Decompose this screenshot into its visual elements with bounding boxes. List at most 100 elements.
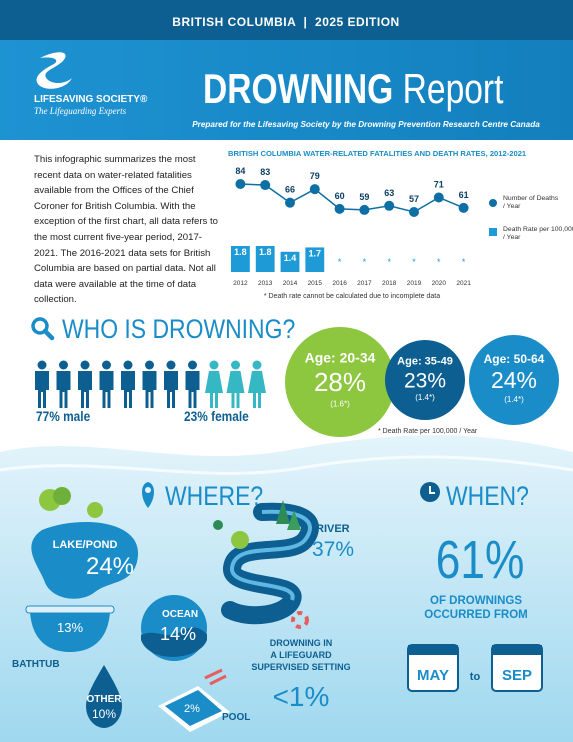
when-line: OF DROWNINGS	[430, 595, 522, 607]
person-head	[37, 360, 47, 370]
age-footnote: * Death Rate per 100,000 / Year	[378, 428, 478, 435]
deaths-point	[334, 203, 345, 214]
person-head	[188, 360, 197, 370]
rate-bar	[230, 246, 250, 272]
rate-label: 1.8	[234, 247, 247, 257]
deaths-line	[240, 183, 464, 213]
person-head	[209, 360, 219, 370]
legend-line: Death Rate per 100,000	[503, 226, 573, 233]
when-percent: 61%	[436, 530, 525, 590]
where-heading: WHERE?	[165, 481, 263, 511]
rate-bar	[280, 251, 300, 272]
age-percent: 23%	[404, 369, 446, 392]
other-percent: 10%	[92, 707, 116, 721]
lifeguard-text: DROWNING IN A LIFEGUARD SUPERVISED SETTING	[251, 638, 350, 672]
deaths-label: 83	[260, 167, 270, 177]
edition: BRITISH COLUMBIA | 2025 EDITION	[172, 15, 399, 29]
rate-label: 1.8	[259, 247, 272, 257]
person-head	[102, 360, 111, 370]
decoration	[291, 611, 309, 629]
age-label: Age: 20-34	[305, 350, 376, 366]
chart-footnote: * Death rate cannot be calculated due to…	[264, 293, 440, 300]
deaths-point	[309, 184, 320, 195]
decoration	[213, 520, 223, 530]
deaths-label: 59	[359, 192, 369, 202]
deaths-point	[384, 200, 395, 211]
decoration	[145, 487, 151, 493]
person-head	[80, 360, 90, 370]
deaths-label: 71	[434, 179, 444, 189]
person-body	[78, 371, 92, 408]
legend-label: Death Rate per 100,000/ Year	[503, 226, 573, 241]
decoration	[141, 627, 207, 657]
person-head	[59, 360, 68, 370]
age-rate: (1.4*)	[504, 395, 524, 404]
missing-rate: *	[363, 257, 367, 267]
rate-label: 1.4	[284, 253, 297, 263]
river-percent: 37%	[312, 538, 354, 561]
decoration	[87, 502, 103, 518]
lake-label: LAKE/POND	[53, 539, 118, 551]
year-label: 2020	[432, 280, 447, 287]
decoration	[287, 510, 301, 530]
month-from: MAY	[417, 667, 449, 684]
deaths-point	[260, 180, 271, 191]
title-bold: DROWNING	[203, 67, 393, 113]
other-label: OTHER	[87, 694, 123, 705]
deaths-label: 84	[235, 166, 245, 176]
person-body	[248, 371, 266, 408]
decoration	[231, 531, 249, 549]
who-heading: WHO IS DROWNING?	[62, 314, 295, 344]
age-rate: (1.6*)	[330, 400, 350, 409]
intro-text: This infographic summarizes the most rec…	[34, 154, 218, 306]
year-label: 2015	[308, 280, 323, 287]
pool-label: POOL	[222, 712, 250, 723]
rate-label: 1.7	[309, 248, 322, 258]
decoration	[276, 500, 290, 524]
decoration	[86, 665, 122, 728]
subtitle: Prepared for the Lifesaving Society by t…	[192, 120, 540, 129]
when-line: OCCURRED FROM	[424, 609, 528, 621]
legend-swatch	[489, 199, 497, 207]
legend-line: / Year	[503, 203, 521, 210]
male-share: 77% male	[36, 408, 90, 424]
year-label: 2019	[407, 280, 422, 287]
person-body	[56, 371, 71, 408]
decoration	[230, 509, 312, 601]
deaths-point	[285, 197, 295, 208]
decoration	[36, 52, 72, 89]
person-body	[226, 371, 245, 408]
person-body	[121, 371, 135, 408]
lifeguard-line: DROWNING IN	[270, 638, 333, 648]
ocean-label: OCEAN	[162, 609, 198, 620]
when-text: OF DROWNINGS OCCURRED FROM	[424, 595, 528, 621]
age-rate: (1.4*)	[415, 393, 435, 402]
decoration	[429, 486, 435, 494]
year-label: 2014	[283, 280, 298, 287]
decoration	[408, 645, 458, 655]
rate-bar	[305, 247, 325, 272]
decoration	[165, 690, 222, 726]
decoration	[285, 327, 395, 437]
year-label: 2017	[357, 280, 372, 287]
deaths-point	[235, 179, 246, 189]
title: DROWNING Report	[203, 67, 504, 113]
person-body	[142, 371, 157, 408]
person-head	[252, 360, 262, 370]
person-head	[166, 360, 176, 370]
decoration	[53, 487, 71, 505]
logo-tagline: The Lifeguarding Experts	[34, 106, 127, 116]
year-label: 2012	[233, 280, 248, 287]
decoration	[0, 455, 573, 475]
missing-rate: *	[387, 257, 391, 267]
legend-label: Number of Deaths / Year	[503, 195, 559, 210]
bathtub-percent: 13%	[57, 620, 83, 635]
when-heading: WHEN?	[446, 481, 529, 511]
chart-title: BRITISH COLUMBIA WATER-RELATED FATALITIE…	[228, 149, 527, 158]
lifeguard-line: SUPERVISED SETTING	[251, 662, 350, 672]
year-label: 2016	[332, 280, 347, 287]
decoration	[25, 605, 115, 614]
legend-line: / Year	[503, 234, 521, 241]
missing-rate: *	[338, 257, 342, 267]
